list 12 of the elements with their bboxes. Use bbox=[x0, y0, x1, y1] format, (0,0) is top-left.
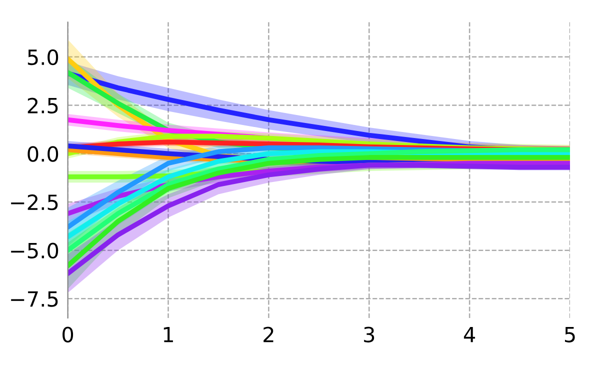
y-tick-label: 5.0 bbox=[28, 49, 58, 66]
x-tick-label: 3 bbox=[364, 326, 374, 342]
y-tick-label: 2.5 bbox=[28, 98, 58, 114]
y-tick-label: −2.5 bbox=[11, 194, 58, 210]
x-tick-label: 4 bbox=[464, 326, 476, 342]
y-tick-label: −5.0 bbox=[11, 242, 58, 259]
y-tick-label: −7.5 bbox=[11, 291, 58, 307]
x-tick-label: 1 bbox=[164, 326, 173, 342]
x-tick-label: 0 bbox=[62, 326, 74, 342]
x-tick-label: 5 bbox=[564, 326, 575, 342]
x-tick-label: 2 bbox=[264, 326, 274, 342]
y-tick-label: 0.0 bbox=[28, 146, 58, 162]
